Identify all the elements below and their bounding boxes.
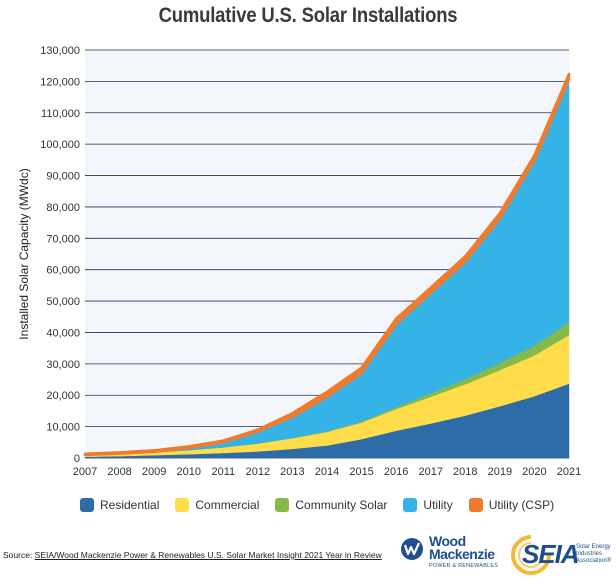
y-tick-label: 90,000	[46, 171, 80, 183]
y-tick-label: 0	[74, 453, 80, 465]
x-tick-label: 2017	[418, 466, 442, 478]
x-tick-label: 2016	[384, 466, 408, 478]
wood-mackenzie-name: Wood Mackenzie	[429, 533, 495, 562]
source-link[interactable]: SEIA/Wood Mackenzie Power & Renewables U…	[34, 550, 382, 560]
wood-mackenzie-name-line1: Wood	[429, 533, 466, 549]
legend-swatch	[468, 498, 483, 512]
y-tick-label: 110,000	[41, 108, 80, 120]
x-tick-label: 2012	[246, 466, 270, 478]
legend-label: Utility (CSP)	[488, 498, 555, 512]
legend-swatch	[175, 498, 190, 512]
legend-swatch	[275, 498, 290, 512]
legend-item: Utility (CSP)	[468, 498, 555, 512]
source-prefix: Source:	[3, 550, 35, 560]
x-tick-label: 2007	[73, 466, 97, 478]
wood-mackenzie-logo: Wood Mackenzie POWER & RENEWABLES	[400, 533, 510, 575]
seia-logo: SEIA Solar Energy Industries Association…	[510, 534, 616, 576]
y-tick-label: 30,000	[46, 359, 80, 371]
x-tick-label: 2008	[107, 466, 131, 478]
area-series	[83, 72, 571, 459]
x-tick-label: 2018	[453, 466, 477, 478]
y-tick-label: 80,000	[46, 202, 80, 214]
x-tick-label: 2019	[488, 466, 512, 478]
x-tick-label: 2021	[557, 466, 581, 478]
legend-label: Community Solar	[295, 498, 388, 512]
chart-title: Cumulative U.S. Solar Installations	[158, 4, 458, 27]
y-tick-label: 100,000	[40, 139, 80, 151]
y-tick-label: 20,000	[46, 390, 80, 402]
x-tick-label: 2013	[280, 466, 304, 478]
legend-swatch	[403, 498, 418, 512]
wood-mackenzie-tagline: POWER & RENEWABLES	[429, 563, 499, 569]
sun-icon	[511, 535, 551, 575]
y-tick-label: 120,000	[40, 76, 80, 88]
x-tick-label: 2010	[176, 466, 200, 478]
wood-mackenzie-mark-icon	[401, 538, 423, 560]
y-tick-label: 40,000	[46, 327, 80, 339]
y-tick-label: 130,000	[40, 45, 80, 57]
y-tick-label: 60,000	[46, 265, 80, 277]
y-tick-label: 70,000	[46, 233, 80, 245]
x-tick-label: 2014	[315, 466, 339, 478]
legend-label: Residential	[100, 498, 160, 512]
legend-label: Commercial	[195, 498, 260, 512]
legend-swatch	[80, 498, 94, 512]
wood-mackenzie-name-line2: Mackenzie	[429, 546, 495, 562]
legend-item: Commercial	[175, 498, 259, 512]
legend-label: Utility	[423, 498, 453, 512]
legend-item: Residential	[80, 498, 159, 512]
y-axis-ticks: 0 10,000 20,000 30,000 40,000 50,000 60,000 70,…	[40, 45, 80, 465]
x-tick-label: 2020	[522, 466, 546, 478]
x-tick-label: 2009	[142, 466, 166, 478]
area-utility-csp	[83, 72, 571, 457]
seia-tagline: Solar Energy Industries Association®	[576, 544, 612, 564]
legend: Residential Commercial Community Solar Util…	[80, 498, 570, 512]
y-tick-label: 10,000	[46, 422, 80, 434]
chart-plot: 0 10,000 20,000 30,000 40,000 50,000 60,000 70,…	[17, 45, 581, 478]
y-axis-label: Installed Solar Capacity (MWdc)	[17, 168, 31, 339]
source-note: Source: SEIA/Wood Mackenzie Power & Rene…	[3, 550, 382, 560]
x-axis-ticks: 2007 2008 2009 2010 2011 2012 2013 2014 2015 2016…	[73, 466, 581, 478]
x-tick-label: 2015	[349, 466, 373, 478]
seia-name: SEIA	[522, 539, 580, 569]
y-tick-label: 50,000	[46, 296, 80, 308]
legend-item: Community Solar	[275, 498, 387, 512]
legend-item: Utility	[403, 498, 453, 512]
x-tick-label: 2011	[211, 466, 235, 478]
